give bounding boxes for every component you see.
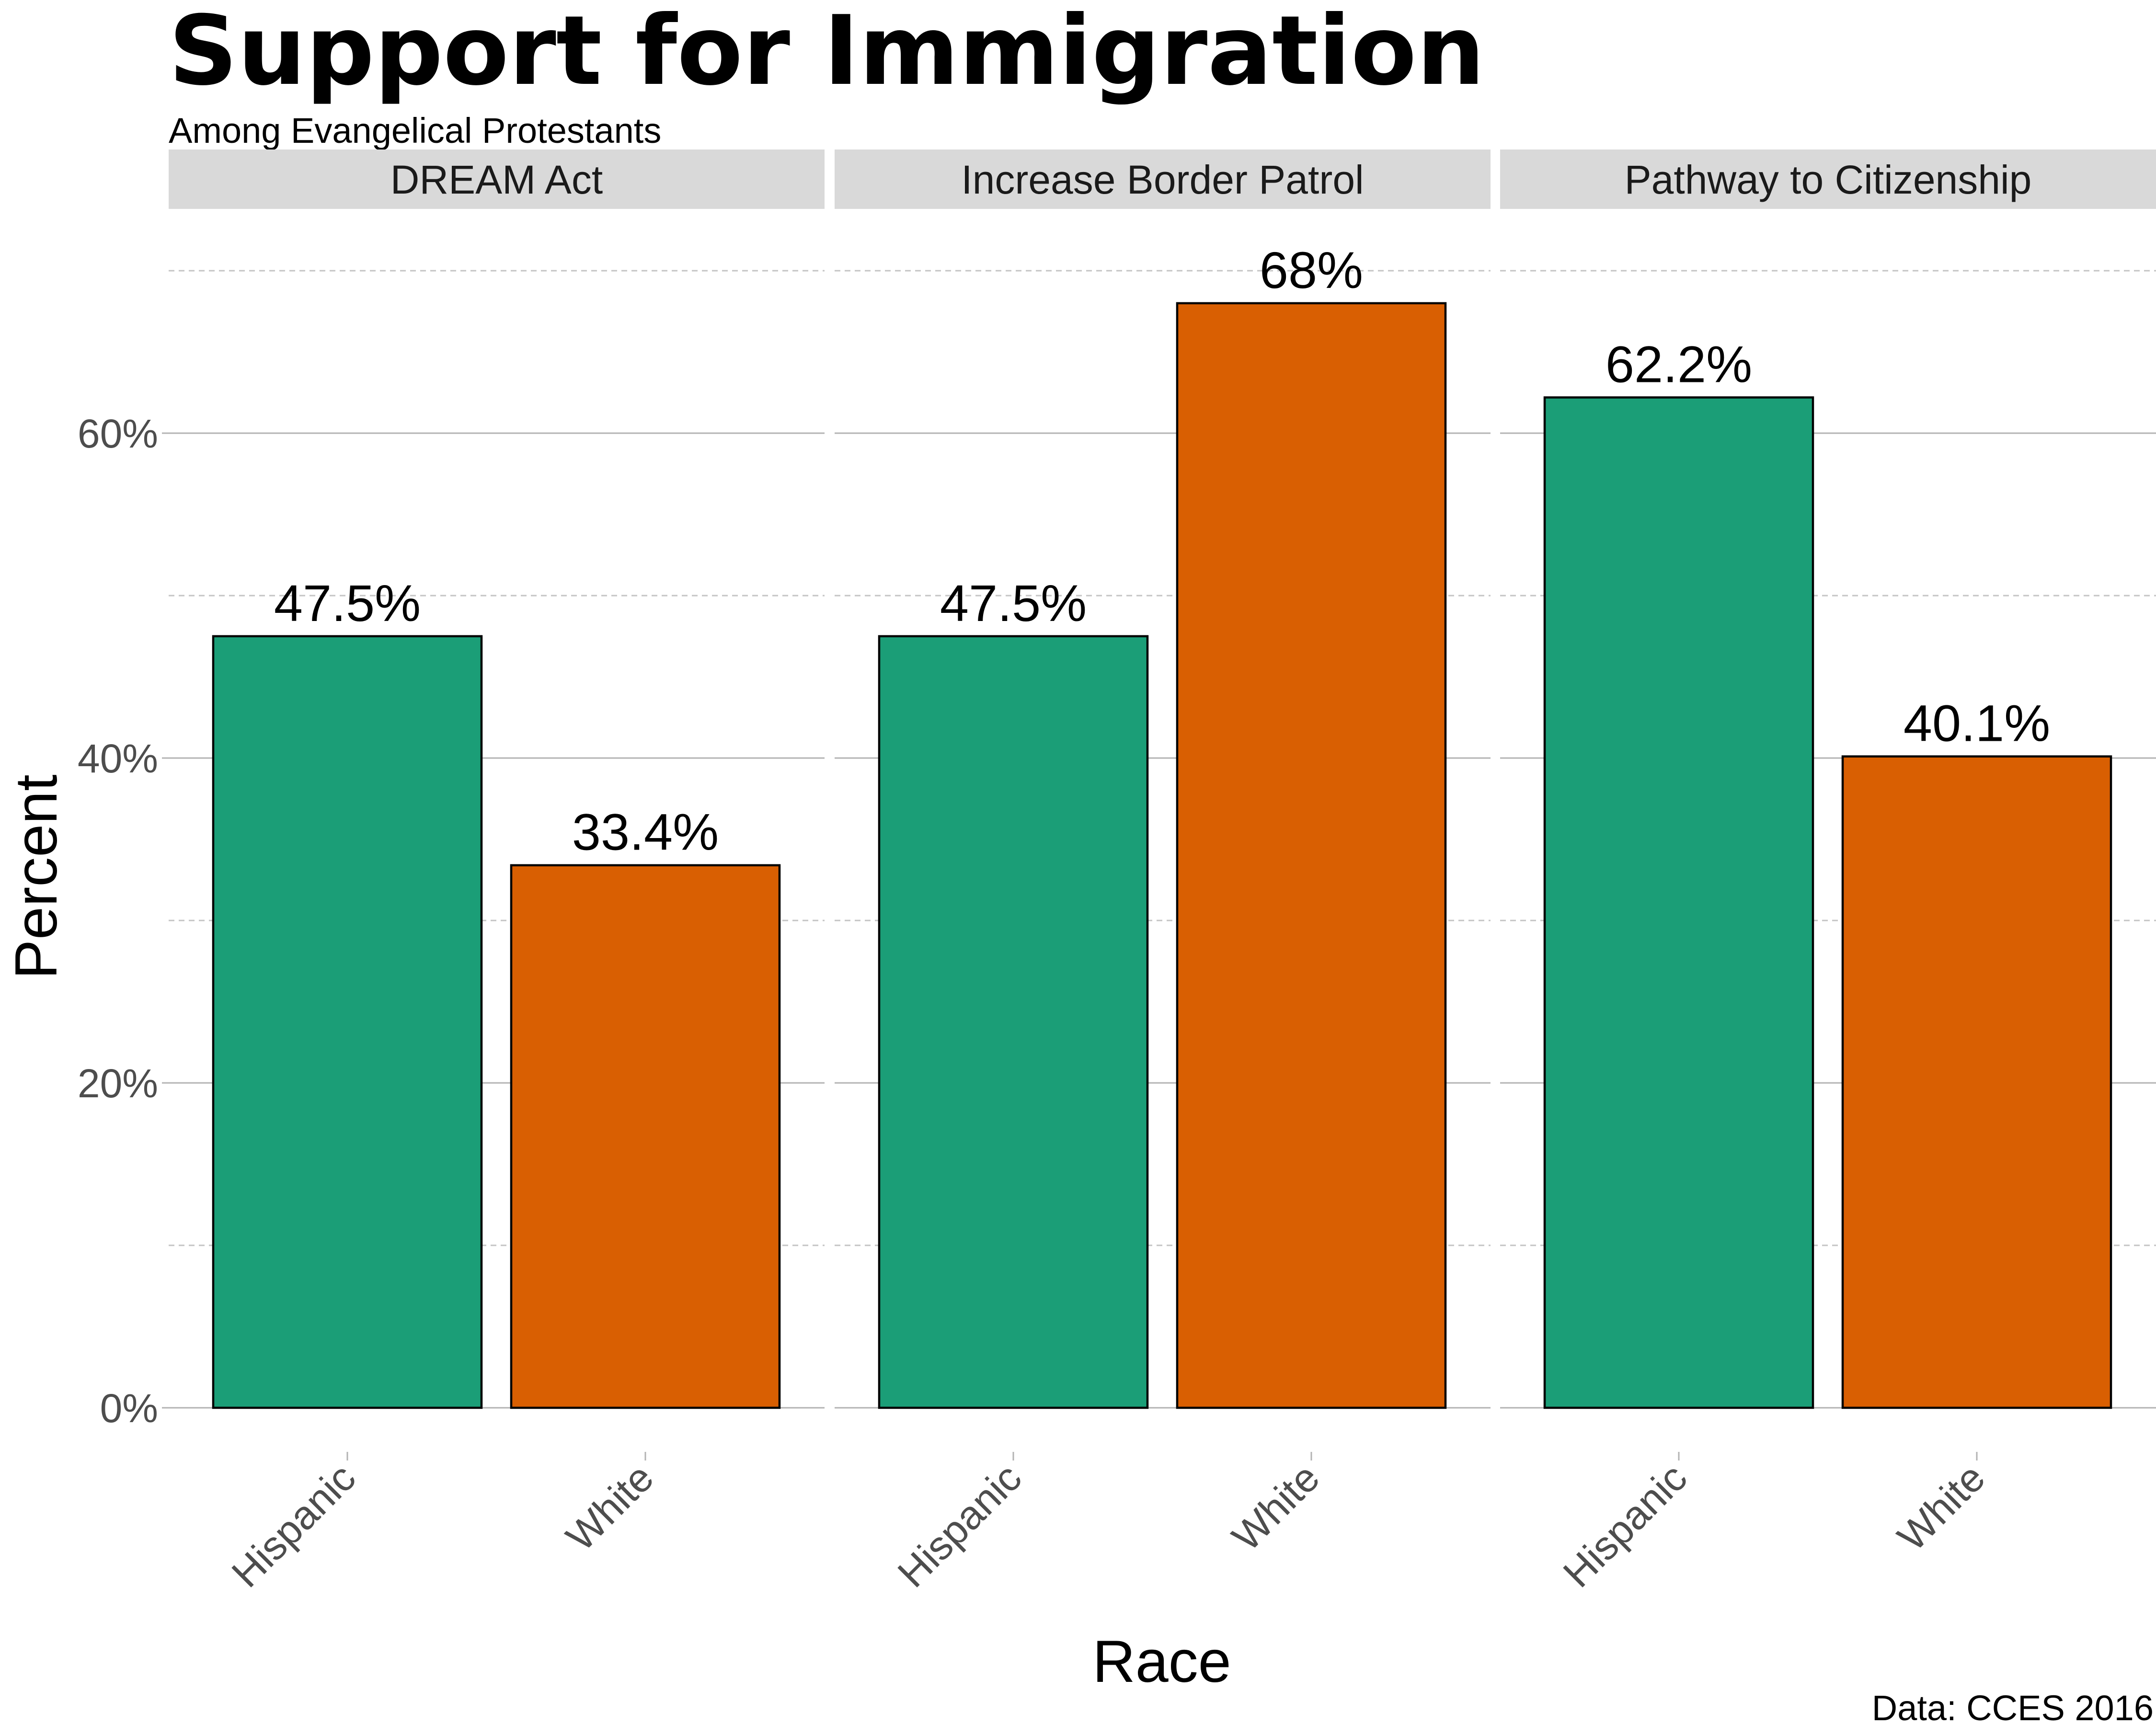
facet-panel: Pathway to Citizenship 62.2% 40.1% Hispanic… (1500, 150, 2156, 1596)
y-axis-title: Percent (3, 774, 69, 979)
data-label: 47.5% (940, 574, 1087, 632)
bar-hispanic (1543, 396, 1814, 1409)
data-label: 33.4% (572, 803, 719, 861)
x-tick-label: Hispanic (889, 1455, 1030, 1596)
y-tick-label: 60% (78, 411, 158, 456)
facet-panel: DREAM Act 47.5% 33.4% Hispanic White (169, 150, 825, 1596)
x-axis-title: Race (1092, 1629, 1231, 1695)
chart-caption: Data: CCES 2016 (1872, 1688, 2154, 1725)
facet-strip (1500, 150, 2156, 209)
data-label: 68% (1260, 241, 1363, 299)
bar-white (1841, 755, 2112, 1409)
facet-strip (169, 150, 825, 209)
bar-hispanic (878, 635, 1149, 1409)
facet-strip (835, 150, 1491, 209)
x-tick-label: Hispanic (1554, 1455, 1695, 1596)
y-tick-label: 20% (78, 1061, 158, 1106)
data-label: 62.2% (1606, 335, 1752, 393)
data-label: 47.5% (274, 574, 421, 632)
y-tick-label: 0% (100, 1386, 158, 1431)
x-tick-label: White (1889, 1455, 1993, 1559)
chart-subtitle: Among Evangelical Protestants (169, 111, 661, 150)
x-tick-label: Hispanic (223, 1455, 364, 1596)
bar-white (510, 864, 781, 1409)
x-tick-label: White (1223, 1455, 1328, 1559)
facet-strip-label: Increase Border Patrol (961, 157, 1364, 202)
y-tick-label: 40% (78, 736, 158, 781)
facet-panel: Increase Border Patrol 47.5% 68% Hispanic Wh… (835, 150, 1491, 1596)
bar-white (1176, 302, 1447, 1409)
x-tick-label: White (557, 1455, 662, 1559)
y-axis: 0% 20% 40% 60% (78, 411, 169, 1431)
facet-strip-label: Pathway to Citizenship (1625, 157, 2032, 202)
facet-strip-label: DREAM Act (390, 157, 603, 202)
bar-hispanic (212, 635, 483, 1409)
chart-title: Support for Immigration (169, 0, 1485, 107)
data-label: 40.1% (1904, 694, 2050, 752)
